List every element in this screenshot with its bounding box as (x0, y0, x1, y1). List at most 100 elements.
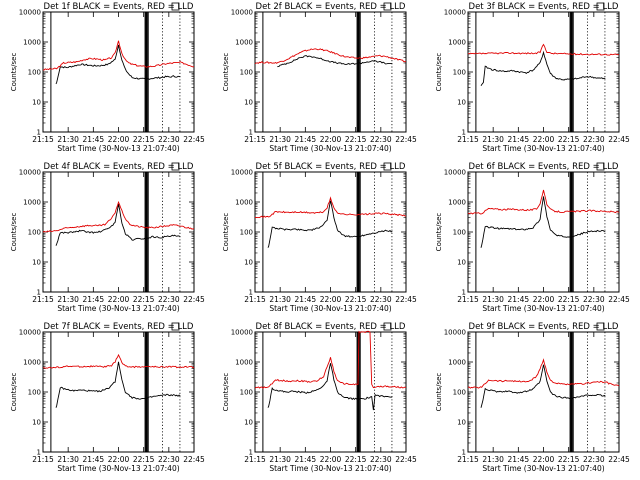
series-line-events (55, 204, 181, 246)
x-tick-label: 22:00 (533, 455, 555, 464)
chart-panel-5: Det 5f BLACK = Events, RED = LLD 1 10 100 10… (222, 162, 417, 313)
x-tick-label: 22:15 (558, 135, 580, 144)
x-tick-label: 22:15 (558, 295, 580, 304)
series-line-lld (468, 43, 620, 56)
y-tick-label: 10 (244, 259, 253, 267)
y-tick-label: 100 (28, 389, 41, 397)
x-tick-label: 21:30 (57, 295, 79, 304)
y-tick-label: 1000 (23, 199, 41, 207)
x-tick-label: 21:30 (482, 135, 504, 144)
y-tick-label: 100 (453, 229, 466, 237)
x-tick-label: 22:00 (320, 135, 342, 144)
x-tick-label: 21:45 (508, 295, 530, 304)
title-box-icon (171, 322, 180, 331)
chart-panel-4: Det 4f BLACK = Events, RED = LLD 1 10 100 10… (10, 162, 205, 313)
x-tick-label: 21:15 (457, 455, 479, 464)
x-axis-label: Start Time (30-Nov-13 21:07:40) (57, 464, 179, 473)
y-axis-label: Counts/sec (222, 53, 230, 92)
chart-title: Det 5f BLACK = Events, RED = LLD (256, 162, 406, 172)
x-tick-label: 21:30 (269, 295, 291, 304)
chart-title: Det 6f BLACK = Events, RED = LLD (469, 162, 619, 172)
x-axis-label: Start Time (30-Nov-13 21:07:40) (269, 464, 391, 473)
x-tick-label: 22:15 (133, 455, 155, 464)
y-axis-label: Counts/sec (435, 53, 443, 92)
x-tick-label: 22:00 (533, 135, 555, 144)
y-axis-label: Counts/sec (10, 53, 18, 92)
title-box-icon (383, 322, 392, 331)
y-tick-label: 1000 (235, 199, 253, 207)
x-tick-label: 21:30 (57, 135, 79, 144)
y-tick-label: 1000 (23, 39, 41, 47)
y-tick-label: 1000 (448, 39, 466, 47)
series-line-lld (255, 196, 407, 219)
x-tick-label: 21:15 (32, 135, 54, 144)
chart-panel-2: Det 2f BLACK = Events, RED = LLD 1 10 100 10… (222, 2, 417, 153)
x-tick-label: 21:45 (508, 135, 530, 144)
x-tick-label: 22:30 (583, 135, 605, 144)
series-line-events (267, 200, 393, 248)
chart-panel-3: Det 3f BLACK = Events, RED = LLD 1 10 100 10… (435, 2, 630, 153)
y-tick-label: 1 (37, 289, 41, 297)
y-tick-label: 10000 (19, 9, 41, 17)
y-tick-label: 10000 (444, 169, 466, 177)
y-tick-label: 100 (28, 69, 41, 77)
x-tick-label: 21:15 (32, 295, 54, 304)
x-axis-label: Start Time (30-Nov-13 21:07:40) (269, 144, 391, 153)
title-box-icon (171, 162, 180, 171)
x-tick-label: 22:45 (183, 295, 205, 304)
plot-frame (467, 11, 620, 133)
plot-frame (254, 171, 407, 293)
x-axis-label: Start Time (30-Nov-13 21:07:40) (482, 464, 604, 473)
chart-panel-7: Det 7f BLACK = Events, RED = LLD 1 10 100 10… (10, 322, 205, 473)
plot-frame (467, 331, 620, 453)
y-axis-label: Counts/sec (222, 213, 230, 252)
y-tick-label: 10000 (444, 9, 466, 17)
plot-frame (254, 11, 407, 133)
x-tick-label: 22:30 (583, 455, 605, 464)
title-box-icon (383, 162, 392, 171)
series-line-lld (467, 358, 620, 389)
chart-title: Det 4f BLACK = Events, RED = LLD (44, 162, 194, 172)
x-tick-label: 22:30 (158, 135, 180, 144)
x-axis-label: Start Time (30-Nov-13 21:07:40) (482, 304, 604, 313)
x-tick-label: 22:00 (108, 455, 130, 464)
x-tick-label: 22:15 (558, 455, 580, 464)
y-tick-label: 1 (462, 289, 466, 297)
x-tick-label: 22:00 (108, 135, 130, 144)
x-tick-label: 21:30 (57, 455, 79, 464)
x-tick-label: 22:45 (183, 135, 205, 144)
x-tick-label: 22:45 (183, 455, 205, 464)
y-tick-label: 1000 (23, 359, 41, 367)
title-box-icon (596, 162, 605, 171)
x-tick-label: 22:00 (320, 455, 342, 464)
y-tick-label: 10 (32, 419, 41, 427)
y-tick-label: 100 (240, 229, 253, 237)
x-tick-label: 22:45 (395, 295, 417, 304)
x-tick-label: 22:15 (345, 135, 367, 144)
x-tick-label: 22:15 (345, 455, 367, 464)
y-tick-label: 10 (457, 99, 466, 107)
title-box-icon (596, 2, 605, 11)
x-tick-label: 22:00 (533, 295, 555, 304)
plot-frame (42, 331, 195, 453)
x-tick-label: 22:45 (395, 455, 417, 464)
series-line-lld (42, 353, 195, 369)
series-line-events (55, 44, 181, 85)
y-tick-label: 1 (462, 129, 466, 137)
y-tick-label: 10 (244, 419, 253, 427)
x-tick-label: 22:45 (608, 295, 630, 304)
plot-frame (254, 331, 407, 453)
x-tick-label: 22:30 (158, 295, 180, 304)
x-tick-label: 21:45 (295, 135, 317, 144)
y-tick-label: 100 (28, 229, 41, 237)
x-tick-label: 21:30 (269, 135, 291, 144)
y-axis-label: Counts/sec (435, 373, 443, 412)
x-tick-label: 21:30 (482, 295, 504, 304)
y-tick-label: 1000 (448, 199, 466, 207)
y-tick-label: 1 (37, 449, 41, 457)
x-tick-label: 21:45 (295, 455, 317, 464)
x-tick-label: 22:45 (608, 455, 630, 464)
series-line-events (55, 361, 181, 408)
chart-title: Det 7f BLACK = Events, RED = LLD (44, 322, 194, 332)
series-line-lld (42, 200, 195, 233)
